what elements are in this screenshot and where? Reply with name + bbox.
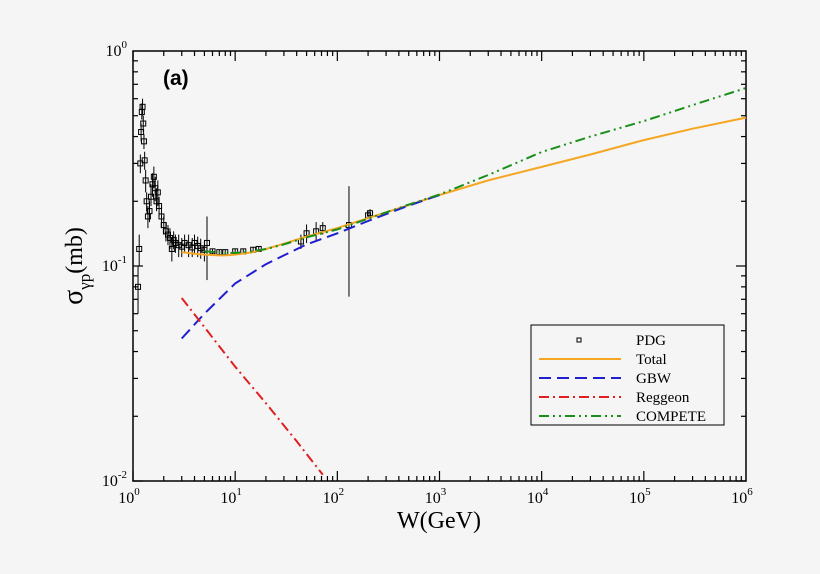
legend-marker-pdg (576, 337, 582, 343)
tick-exponent: 0 (134, 486, 140, 498)
data-point (147, 193, 154, 200)
data-point (168, 245, 175, 252)
tick-base: 10 (106, 43, 122, 60)
series-layer (135, 87, 747, 476)
data-point (150, 173, 157, 180)
tick-exponent: 2 (339, 486, 345, 498)
tick-base: 10 (527, 490, 543, 507)
legend-label-gbw: GBW (636, 371, 672, 387)
tick-base: 10 (323, 490, 339, 507)
x-tick-label: 106 (731, 486, 753, 507)
data-point (137, 160, 144, 167)
y-axis-title-unit: (mb) (62, 227, 88, 274)
series-line-reggeon (180, 297, 324, 476)
legend-box (530, 324, 725, 426)
series-line-compete (204, 87, 747, 254)
x-tick-labels: 100 101 102 103 104 105 106 (118, 486, 753, 507)
tick-base: 10 (102, 258, 118, 275)
y-axis-title-symbol: σ (58, 290, 89, 305)
tick-base: 10 (118, 490, 134, 507)
y-axis-title-subscript: γp (75, 274, 94, 291)
data-point (319, 225, 326, 232)
legend-label-pdg: PDG (636, 333, 666, 349)
tick-exponent: 1 (236, 486, 242, 498)
x-tick-label: 100 (118, 486, 140, 507)
tick-base: 10 (102, 473, 118, 490)
y-tick-label: 100 (106, 39, 128, 60)
axis-ticks (132, 51, 746, 482)
data-point (197, 245, 204, 252)
tick-exponent: 4 (543, 486, 549, 498)
tick-base: 10 (425, 490, 441, 507)
legend-label-reggeon: Reggeon (636, 390, 690, 406)
y-tick-label: 10-2 (102, 469, 127, 490)
tick-base: 10 (220, 490, 236, 507)
x-tick-label: 105 (629, 486, 651, 507)
data-point (175, 242, 182, 249)
svg-text:σγp(mb): σγp(mb) (58, 227, 94, 305)
data-point (146, 208, 153, 215)
data-point (136, 245, 143, 252)
data-point (141, 157, 148, 164)
data-point (140, 138, 147, 145)
x-tick-label: 104 (527, 486, 549, 507)
series-line-total (181, 116, 747, 257)
y-axis-title: σγp(mb) (58, 227, 94, 305)
tick-base: 10 (731, 490, 747, 507)
data-point (140, 120, 147, 127)
series-line-gbw (180, 194, 440, 340)
y-tick-label: 10-1 (102, 254, 127, 275)
tick-exponent: -2 (118, 469, 127, 481)
x-tick-label: 103 (425, 486, 447, 507)
x-axis-title: W(GeV) (397, 508, 481, 534)
data-point (203, 239, 210, 246)
legend: PDG Total GBW Reggeon COMPETE (530, 324, 725, 426)
legend-label-total: Total (636, 352, 667, 368)
tick-exponent: 5 (645, 486, 651, 498)
panel-label: (a) (163, 67, 189, 90)
tick-base: 10 (629, 490, 645, 507)
data-point (154, 189, 161, 196)
data-point (142, 177, 149, 184)
data-point (367, 210, 374, 217)
tick-exponent: 6 (747, 486, 753, 498)
data-point (164, 231, 171, 238)
x-tick-label: 102 (323, 486, 345, 507)
series-pdg (135, 98, 374, 314)
data-point (135, 283, 142, 290)
data-point (139, 103, 146, 110)
legend-label-compete: COMPETE (636, 409, 706, 425)
tick-exponent: -1 (118, 254, 127, 266)
tick-exponent: 0 (122, 39, 128, 51)
x-tick-label: 101 (220, 486, 242, 507)
tick-exponent: 3 (441, 486, 447, 498)
